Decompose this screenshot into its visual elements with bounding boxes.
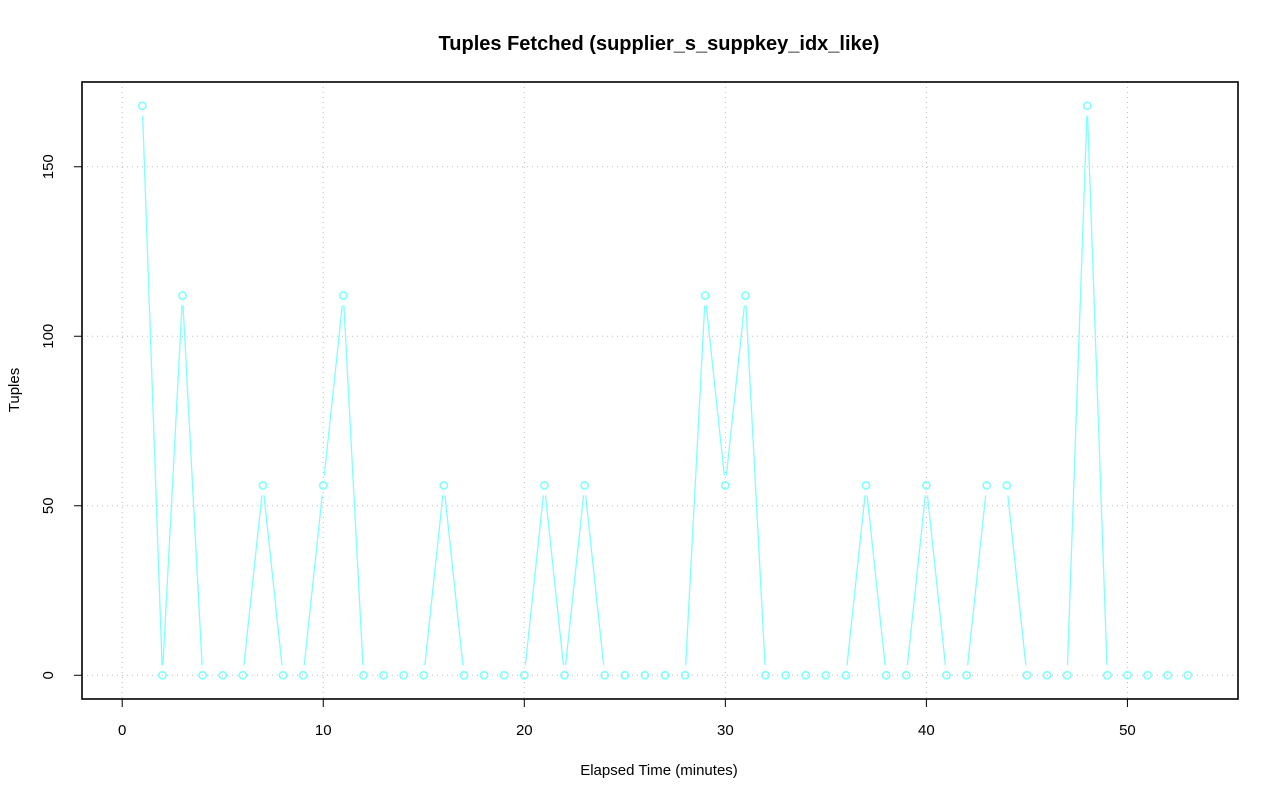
data-point (821, 670, 831, 680)
data-point (1183, 670, 1193, 680)
x-tick-label: 40 (918, 722, 935, 739)
series-line-segment (424, 495, 444, 666)
x-tick-label: 30 (717, 722, 734, 739)
data-point (459, 670, 469, 680)
data-point (901, 670, 911, 680)
data-point (841, 670, 851, 680)
series-line-segment (243, 495, 263, 666)
data-point (700, 291, 710, 300)
x-tick-label: 10 (315, 722, 332, 739)
series-line-segment (142, 115, 163, 666)
data-point (660, 670, 670, 680)
series-line-segment (1007, 495, 1027, 666)
series-line-segment (524, 495, 544, 666)
data-point (580, 481, 590, 490)
data-point (1002, 481, 1012, 490)
series-line-segment (1066, 115, 1088, 666)
series-line-segment (323, 305, 343, 476)
chart-title: Tuples Fetched (supplier_s_suppkey_idx_l… (439, 33, 880, 55)
data-point (1102, 670, 1112, 680)
series-line-segment (544, 495, 565, 666)
series-line-segment (685, 305, 706, 666)
series-line-segment (303, 495, 323, 666)
data-point (338, 291, 348, 300)
y-axis-label: Tuples (6, 368, 23, 412)
data-point (741, 291, 750, 300)
data-point (158, 670, 167, 680)
data-point (238, 670, 248, 680)
data-point (178, 291, 187, 300)
data-point (881, 670, 891, 680)
series-line-segment (263, 495, 283, 666)
data-point (942, 670, 951, 680)
data-point (680, 670, 690, 680)
data-point (399, 670, 409, 680)
x-axis-label: Elapsed Time (minutes) (580, 762, 738, 779)
data-point (761, 670, 770, 680)
data-point (540, 481, 549, 490)
series-line-segment (866, 495, 886, 666)
y-tick-label: 100 (40, 324, 57, 349)
data-point (419, 670, 429, 680)
y-tick-label: 150 (40, 154, 57, 179)
data-point (781, 670, 791, 680)
y-axis: 0 50 100 150 (40, 154, 82, 679)
data-point (962, 670, 971, 680)
data-point (861, 481, 871, 490)
series-line-segment (162, 305, 183, 666)
data-point (1123, 670, 1132, 680)
data-point (439, 481, 449, 490)
x-axis: 0 10 20 30 40 50 (118, 699, 1136, 739)
data-series (137, 101, 1193, 680)
data-point (499, 670, 509, 680)
data-point (258, 481, 268, 490)
data-point (318, 481, 328, 490)
data-point (1042, 670, 1052, 680)
series-line-segment (564, 495, 585, 666)
x-tick-label: 0 (118, 722, 126, 739)
plot-frame (81, 81, 1239, 700)
data-point (198, 670, 208, 680)
data-point (298, 670, 308, 680)
data-point (921, 481, 931, 490)
data-point (982, 481, 992, 490)
series-line-segment (585, 495, 605, 666)
series-line-segment (444, 495, 464, 666)
series-line-segment (1086, 115, 1108, 666)
data-point (359, 670, 368, 680)
series-line-segment (725, 305, 746, 476)
data-point (1163, 670, 1173, 680)
data-point (600, 670, 610, 680)
data-point (640, 670, 650, 680)
data-point (519, 670, 529, 680)
series-line-segment (745, 305, 766, 666)
series-line-segment (182, 305, 203, 666)
data-point (479, 670, 489, 680)
data-point (1082, 101, 1092, 111)
series-line-segment (966, 495, 987, 666)
x-tick-label: 20 (516, 722, 533, 739)
y-tick-label: 0 (40, 671, 57, 679)
data-point (620, 670, 630, 680)
data-point (720, 481, 730, 490)
series-line-segment (906, 495, 926, 666)
data-point (137, 101, 147, 111)
y-tick-label: 50 (40, 497, 57, 514)
data-point (379, 670, 388, 680)
series-line-segment (343, 305, 364, 666)
data-point (801, 670, 811, 680)
data-point (218, 670, 228, 680)
x-tick-label: 50 (1119, 722, 1136, 739)
data-point (1143, 670, 1152, 680)
series-line-segment (846, 495, 866, 666)
data-point (1062, 670, 1072, 680)
series-line-segment (926, 495, 947, 666)
series-line-segment (705, 305, 725, 476)
grid-lines (82, 82, 1238, 699)
data-point (1022, 670, 1032, 680)
data-point (560, 670, 569, 680)
data-point (278, 670, 288, 680)
